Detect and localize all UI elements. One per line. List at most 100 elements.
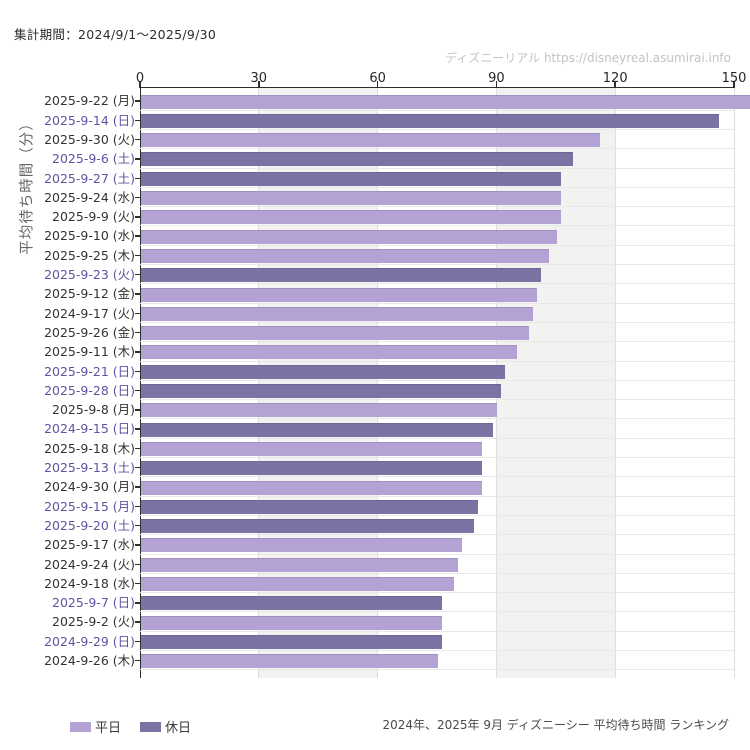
legend-item-weekday: 平日 [70, 717, 121, 736]
bar-rows: 2025-9-22 (月) 2025-9-14 (日) 2025-9-30 (火) 2… [0, 91, 750, 671]
y-tick-mark [135, 544, 140, 546]
wait-time-bar [141, 171, 561, 186]
chart-row: 2025-9-14 (日) [0, 111, 750, 130]
row-separator [140, 514, 734, 516]
y-axis-line [139, 88, 142, 678]
wait-time-bar [141, 519, 474, 534]
chart-row: 2025-9-18 (木) [0, 439, 750, 459]
wait-time-bar [141, 268, 541, 283]
date-label: 2025-9-10 (水) [44, 228, 135, 244]
wait-time-bar [141, 577, 454, 591]
date-label: 2024-9-18 (水) [44, 575, 135, 591]
chart-caption: 2024年、2025年 9月 ディズニーシー 平均待ち時間 ランキング [382, 718, 729, 732]
row-separator [140, 283, 734, 285]
date-label: 2025-9-13 (土) [44, 460, 135, 476]
y-tick-mark [135, 524, 140, 527]
y-tick-mark [135, 409, 140, 411]
wait-time-bar [141, 557, 458, 572]
row-separator [140, 476, 734, 478]
date-label: 2025-9-27 (土) [44, 170, 135, 186]
date-label: 2025-9-21 (日) [44, 363, 135, 379]
y-tick-mark [135, 467, 140, 469]
y-tick-mark [135, 274, 140, 276]
date-label: 2025-9-14 (日) [44, 112, 135, 128]
wait-time-bar [141, 345, 518, 360]
chart-row: 2025-9-26 (金) [0, 323, 750, 343]
x-tick-label: 0 [135, 71, 145, 86]
y-tick-mark [135, 254, 140, 257]
wait-time-bar [141, 364, 506, 379]
chart-row: 2025-9-17 (水) [0, 535, 750, 555]
vertical-gridline [495, 88, 497, 678]
chart-row: 2024-9-26 (木) [0, 651, 750, 671]
y-tick-mark [135, 621, 140, 623]
row-separator [140, 148, 734, 150]
date-label: 2025-9-6 (土) [52, 151, 135, 167]
chart-row: 2025-9-8 (月) [0, 400, 750, 420]
x-tick-label: 150 [721, 71, 747, 86]
wait-time-bar [141, 94, 750, 109]
y-tick-mark [135, 602, 140, 604]
y-tick-mark [135, 486, 140, 488]
wait-time-bar [141, 654, 438, 669]
y-tick-mark [135, 660, 140, 662]
chart-row: 2025-9-23 (火) [0, 265, 750, 285]
chart-row: 2025-9-2 (火) [0, 612, 750, 632]
date-label: 2025-9-8 (月) [52, 402, 135, 418]
y-tick-mark [135, 100, 140, 102]
row-separator [140, 457, 734, 459]
wait-time-bar [141, 191, 561, 206]
date-label: 2025-9-7 (日) [52, 595, 135, 611]
chart-row: 2025-9-28 (日) [0, 381, 750, 401]
date-label: 2024-9-24 (火) [44, 556, 135, 572]
y-tick-mark [135, 293, 140, 295]
date-label: 2024-9-26 (木) [44, 653, 135, 668]
chart-row: 2025-9-6 (土) [0, 149, 750, 169]
x-tick-label: 90 [488, 71, 505, 86]
y-tick-mark [135, 216, 140, 218]
row-separator [140, 553, 734, 555]
y-tick-mark [135, 312, 140, 315]
site-watermark: ディズニーリアル https://disneyreal.asumirai.inf… [445, 51, 731, 65]
row-separator [140, 186, 734, 188]
chart-row: 2024-9-17 (火) [0, 304, 750, 323]
row-separator [140, 650, 734, 651]
chart-row: 2025-9-15 (月) [0, 497, 750, 516]
wait-time-bar [141, 248, 549, 263]
date-label: 2024-9-15 (日) [44, 421, 135, 437]
x-tick-mark [614, 81, 616, 88]
row-separator [140, 360, 734, 362]
y-tick-mark [135, 640, 140, 643]
date-label: 2025-9-23 (火) [44, 267, 135, 283]
chart-row: 2025-9-7 (日) [0, 593, 750, 613]
x-tick-label: 30 [250, 71, 268, 86]
row-separator [140, 379, 734, 381]
y-tick-mark [135, 196, 140, 199]
x-tick-mark [495, 81, 498, 88]
legend-label-holiday: 休日 [165, 721, 192, 736]
row-separator [140, 534, 734, 536]
vertical-gridline [258, 88, 260, 678]
wait-time-bar [141, 306, 534, 321]
wait-time-bar [141, 480, 482, 495]
date-label: 2025-9-30 (火) [44, 131, 135, 147]
y-tick-mark [135, 582, 140, 585]
y-tick-mark [135, 351, 140, 353]
row-separator [140, 437, 734, 439]
grid-band [496, 88, 616, 678]
row-separator [140, 592, 734, 594]
row-separator [140, 669, 734, 671]
chart-row: 2024-9-30 (月) [0, 477, 750, 497]
date-label: 2025-9-17 (水) [44, 537, 135, 553]
legend-label-weekday: 平日 [95, 721, 122, 736]
y-tick-mark [135, 119, 140, 122]
wait-time-bar [141, 461, 482, 476]
y-tick-mark [135, 138, 140, 141]
wait-time-bar [141, 422, 494, 437]
date-label: 2025-9-22 (月) [44, 93, 135, 109]
y-tick-mark [135, 177, 140, 179]
legend-item-holiday: 休日 [140, 717, 191, 736]
vertical-gridline [614, 88, 616, 678]
wait-time-bar [141, 403, 498, 418]
date-label: 2024-9-29 (日) [44, 633, 135, 649]
